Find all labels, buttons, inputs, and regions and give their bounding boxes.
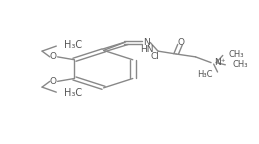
Text: N: N <box>143 38 150 47</box>
Text: H₃C: H₃C <box>64 40 82 50</box>
Text: O: O <box>50 52 57 61</box>
Text: H₃C: H₃C <box>197 70 212 79</box>
Text: O: O <box>178 38 185 47</box>
Text: CH₃: CH₃ <box>233 60 248 69</box>
Text: HN: HN <box>141 45 154 54</box>
Text: Cl: Cl <box>151 52 160 61</box>
Text: H₃C: H₃C <box>64 88 82 98</box>
Text: N⁺: N⁺ <box>214 58 225 67</box>
Text: CH₃: CH₃ <box>229 50 244 59</box>
Text: O: O <box>50 77 57 86</box>
